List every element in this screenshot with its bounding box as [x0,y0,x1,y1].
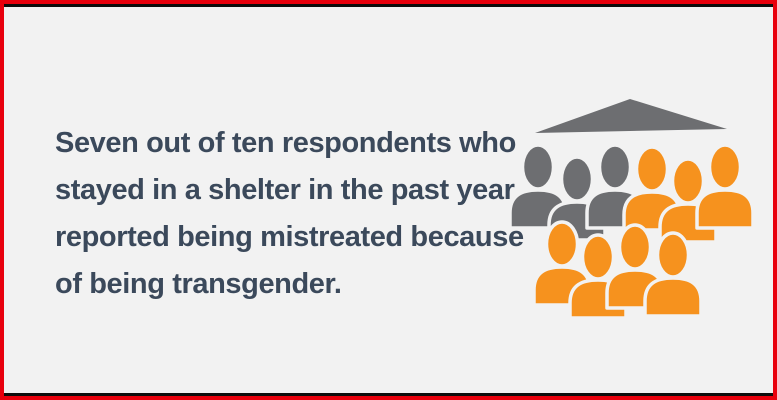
headline-statistic: Seven out of ten respondents who stayed … [55,120,525,308]
top-edge-line [4,4,773,7]
roof-icon [535,99,727,133]
bottom-edge-line [4,393,773,396]
headline-line-2: stayed in a shelter in the past year [55,174,515,206]
person-icon-orange [695,143,755,230]
headline-line-1: Seven out of ten respondents who [55,127,516,159]
people-group [508,143,755,320]
headline-line-4: of being transgender. [55,268,342,300]
shelter-with-people-icon [508,99,755,320]
headline-line-3: reported being mistreated because [55,221,524,253]
